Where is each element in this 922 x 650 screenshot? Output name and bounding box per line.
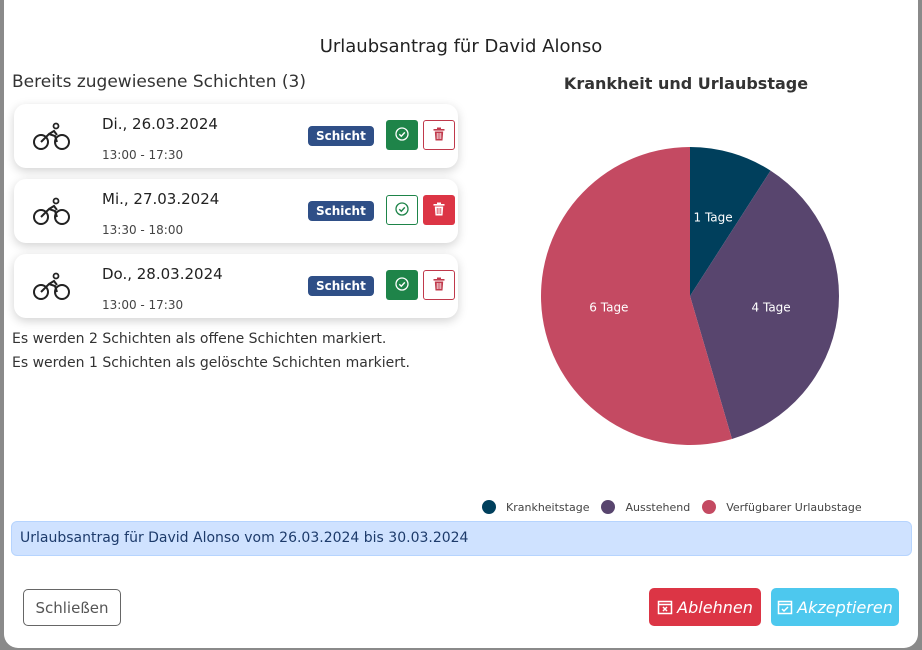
- check-circle-icon: [395, 276, 409, 295]
- shift-date: Mi., 27.03.2024: [102, 190, 220, 208]
- legend-item[interactable]: Verfügbarer Urlaubstage: [726, 500, 862, 514]
- pie-slice-label: 4 Tage: [752, 301, 791, 315]
- info-deleted-shifts: Es werden 1 Schichten als gelöschte Schi…: [12, 355, 410, 371]
- calendar-x-icon: [657, 600, 673, 615]
- shift-card: Do., 28.03.2024 13:00 - 17:30 Schicht: [14, 254, 458, 318]
- shift-badge: Schicht: [308, 276, 374, 296]
- request-summary-alert: Urlaubsantrag für David Alonso vom 26.03…: [11, 521, 912, 556]
- pie-slice[interactable]: [690, 147, 771, 296]
- pie-slice[interactable]: [690, 170, 839, 439]
- delete-shift-button[interactable]: [423, 195, 455, 225]
- modal-title: Urlaubsantrag für David Alonso: [319, 36, 603, 57]
- legend-item[interactable]: Ausstehend: [625, 500, 691, 514]
- leave-request-modal: Urlaubsantrag für David Alonso Bereits z…: [4, 0, 918, 648]
- pie-slice[interactable]: [540, 147, 732, 446]
- shift-time: 13:00 - 17:30: [102, 298, 184, 312]
- shift-date: Di., 26.03.2024: [102, 115, 218, 133]
- calendar-check-icon: [777, 600, 793, 615]
- shift-date: Do., 28.03.2024: [102, 265, 223, 283]
- reject-button[interactable]: Ablehnen: [649, 588, 761, 626]
- accept-shift-button[interactable]: [386, 120, 418, 150]
- shift-badge: Schicht: [308, 126, 374, 146]
- reject-label: Ablehnen: [677, 597, 753, 617]
- chart-legend: Krankheitstage Ausstehend Verfügbarer Ur…: [478, 500, 870, 514]
- accept-shift-button[interactable]: [386, 195, 418, 225]
- delete-shift-button[interactable]: [423, 120, 455, 150]
- shift-card: Mi., 27.03.2024 13:30 - 18:00 Schicht: [14, 179, 458, 243]
- accept-label: Akzeptieren: [797, 597, 893, 617]
- chart-title: Krankheit und Urlaubstage: [563, 74, 809, 93]
- legend-swatch: [601, 500, 616, 514]
- trash-icon: [433, 276, 445, 295]
- bicycle-icon: [32, 197, 72, 231]
- shift-time: 13:00 - 17:30: [102, 148, 184, 162]
- accept-button[interactable]: Akzeptieren: [771, 588, 899, 626]
- legend-swatch: [482, 500, 496, 514]
- assigned-shifts-heading: Bereits zugewiesene Schichten (3): [12, 72, 306, 92]
- accept-shift-button[interactable]: [386, 270, 418, 300]
- legend-item[interactable]: Krankheitstage: [506, 500, 590, 514]
- bicycle-icon: [32, 272, 72, 306]
- legend-swatch: [702, 500, 717, 514]
- pie-slice-label: 1 Tage: [694, 210, 733, 224]
- shift-time: 13:30 - 18:00: [102, 223, 184, 237]
- info-open-shifts: Es werden 2 Schichten als offene Schicht…: [12, 331, 387, 347]
- delete-shift-button[interactable]: [423, 270, 455, 300]
- shift-card: Di., 26.03.2024 13:00 - 17:30 Schicht: [14, 104, 458, 168]
- close-button[interactable]: Schließen: [23, 589, 121, 626]
- shift-badge: Schicht: [308, 201, 374, 221]
- trash-icon: [433, 201, 445, 220]
- trash-icon: [433, 126, 445, 145]
- check-circle-icon: [395, 201, 409, 220]
- pie-slice-label: 6 Tage: [589, 301, 628, 315]
- pie-chart: 1 Tage 4 Tage 6 Tage: [540, 147, 839, 446]
- check-circle-icon: [395, 126, 409, 145]
- bicycle-icon: [32, 122, 72, 156]
